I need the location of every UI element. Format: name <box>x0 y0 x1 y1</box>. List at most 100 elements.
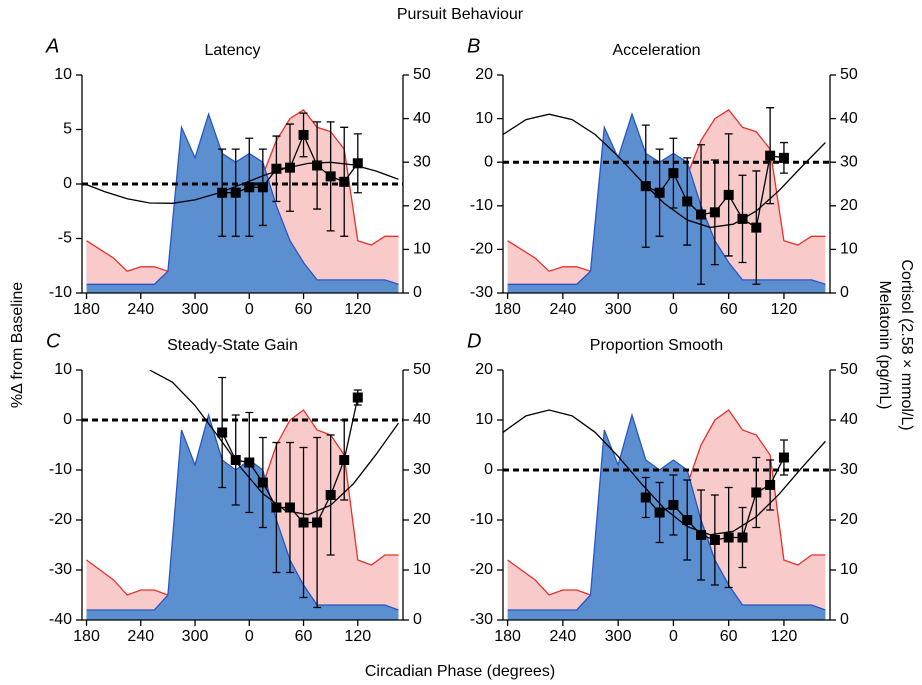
mean-marker <box>778 152 789 163</box>
mean-marker <box>682 515 693 525</box>
x-tick-label: 0 <box>669 301 678 318</box>
x-tick-label: 0 <box>245 628 254 645</box>
y2-tick-label: 10 <box>413 241 431 258</box>
panel: B Acceleration -30 -20 -10 0 10 20 0 10 20 30 40 50 18… <box>467 35 858 318</box>
panel-letter: C <box>46 330 61 352</box>
y2-tick-label: 50 <box>840 66 858 83</box>
y-tick-label: -30 <box>49 561 72 578</box>
x-tick-label: 180 <box>73 628 100 645</box>
mean-marker <box>298 129 309 140</box>
panel-title: Latency <box>204 42 260 59</box>
panel: A Latency -10 -5 0 5 10 0 10 20 30 40 50 180 240 300 0 60… <box>45 35 431 318</box>
y-tick-label: -10 <box>470 511 493 528</box>
mean-marker <box>723 532 734 543</box>
y2-tick-label: 20 <box>413 511 431 528</box>
hormone-area <box>507 109 826 293</box>
x-tick-label: 300 <box>605 301 632 318</box>
mean-marker <box>339 455 350 465</box>
y2-tick-label: 10 <box>840 241 858 258</box>
y-tick-label: 0 <box>63 175 72 192</box>
panel-title: Proportion Smooth <box>590 337 723 354</box>
y2-tick-label: 50 <box>413 66 431 83</box>
mean-marker <box>312 517 323 528</box>
mean-marker <box>737 532 748 543</box>
mean-marker <box>696 530 707 540</box>
x-tick-label: 60 <box>720 628 738 645</box>
fit-curve <box>82 161 399 204</box>
y2-axis-label: Melatonin (pg/mL) <box>876 281 893 410</box>
mean-marker <box>654 507 665 518</box>
y-tick-label: 10 <box>475 411 493 428</box>
mean-marker <box>217 427 228 438</box>
y2-tick-label: 30 <box>840 153 858 170</box>
fit-curve <box>503 113 826 229</box>
y2-tick-label: 20 <box>413 197 431 214</box>
x-tick-label: 120 <box>344 628 371 645</box>
y2-tick-label: 50 <box>413 361 431 378</box>
hormone-area <box>86 109 399 293</box>
mean-marker <box>696 209 707 220</box>
x-axis-label: Circadian Phase (degrees) <box>365 663 555 680</box>
mean-marker <box>271 163 282 174</box>
y-tick-label: -10 <box>470 197 493 214</box>
mean-marker <box>325 490 336 500</box>
mean-marker <box>352 392 363 403</box>
y-tick-label: -20 <box>470 241 493 258</box>
mean-marker <box>244 457 255 468</box>
mean-marker <box>654 187 665 198</box>
mean-marker <box>737 213 748 224</box>
y2-tick-label: 0 <box>840 284 849 301</box>
hormone-line <box>507 412 826 611</box>
y2-tick-label: 40 <box>413 110 431 127</box>
y-axis-label: %Δ from Baseline <box>9 282 26 408</box>
hormone-line <box>86 412 399 611</box>
panel-letter: B <box>467 35 480 57</box>
mean-marker <box>339 176 350 187</box>
y-tick-label: 0 <box>63 411 72 428</box>
mean-marker <box>682 196 693 207</box>
y2-tick-label: 30 <box>840 461 858 478</box>
hormone-area <box>86 415 399 620</box>
y-tick-label: -10 <box>49 284 72 301</box>
hormone-area <box>507 415 826 620</box>
mean-marker <box>709 207 720 218</box>
y-tick-label: 0 <box>484 153 493 170</box>
y2-tick-label: 10 <box>840 561 858 578</box>
x-tick-label: 300 <box>182 301 209 318</box>
y-tick-label: -20 <box>470 561 493 578</box>
y2-tick-label: 30 <box>413 153 431 170</box>
y-tick-label: 20 <box>475 66 493 83</box>
mean-marker <box>312 160 323 171</box>
hormone-line <box>86 112 399 285</box>
y2-tick-label: 40 <box>413 411 431 428</box>
mean-marker <box>751 487 762 498</box>
y-tick-label: 10 <box>475 110 493 127</box>
hormone-area <box>86 410 399 620</box>
mean-marker <box>230 187 241 198</box>
x-tick-label: 300 <box>182 628 209 645</box>
y2-tick-label: 10 <box>413 561 431 578</box>
y2-tick-label: 40 <box>840 411 858 428</box>
mean-marker <box>723 189 734 200</box>
y-tick-label: 10 <box>54 66 72 83</box>
x-tick-label: 0 <box>669 628 678 645</box>
figure-title: Pursuit Behaviour <box>397 6 524 23</box>
axis-line <box>502 370 831 621</box>
x-tick-label: 60 <box>295 628 313 645</box>
x-tick-label: 120 <box>771 628 798 645</box>
axis-line <box>81 370 404 621</box>
mean-marker <box>325 171 336 182</box>
hormone-line <box>507 112 826 285</box>
panel: D Proportion Smooth -30 -20 -10 0 10 20 0 10 20 30 4… <box>467 330 858 645</box>
y-tick-label: -10 <box>49 461 72 478</box>
plot-area <box>82 370 403 620</box>
x-tick-label: 60 <box>295 301 313 318</box>
panel-letter: D <box>467 330 481 352</box>
x-tick-label: 60 <box>720 301 738 318</box>
mean-marker <box>640 181 651 192</box>
panel: C Steady-State Gain -40 -30 -20 -10 0 10 0 10 20 30… <box>46 330 431 645</box>
y2-tick-label: 30 <box>413 461 431 478</box>
y-tick-label: 20 <box>475 361 493 378</box>
hormone-area <box>507 114 826 293</box>
